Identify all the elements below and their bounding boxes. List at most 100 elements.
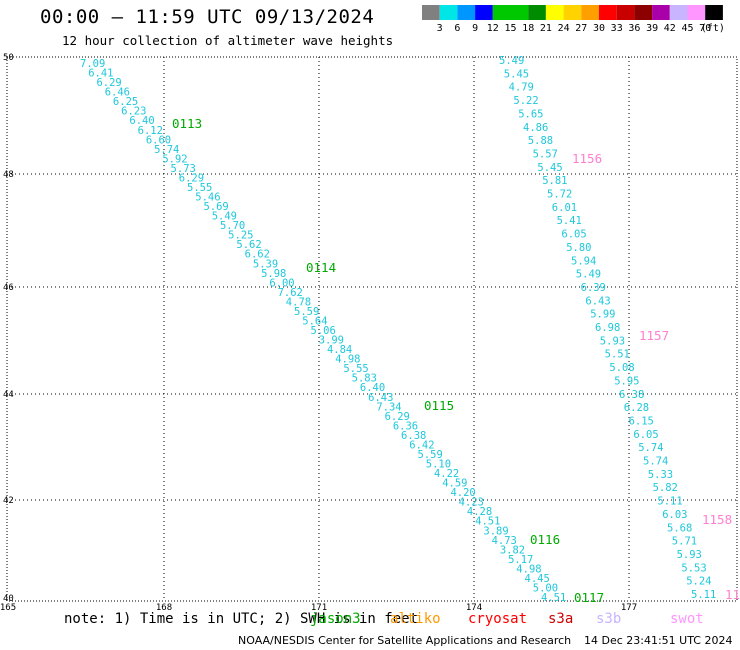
wave-height-label: 5.94 — [571, 255, 596, 267]
colorbar-unit: (ft) — [701, 23, 725, 34]
longitude-tick-label: 174 — [466, 603, 482, 613]
pass-number-label: 0117 — [574, 590, 604, 605]
wave-height-label: 6.12 — [138, 125, 163, 137]
wave-height-label: 5.08 — [609, 362, 634, 374]
wave-height-label: 5.74 — [154, 144, 179, 156]
wave-height-label: 5.24 — [686, 576, 711, 588]
colorbar-swatch — [687, 5, 706, 20]
wave-height-label: 4.22 — [434, 468, 459, 480]
wave-height-label: 6.38 — [401, 430, 426, 442]
wave-height-label: 6.03 — [662, 509, 687, 521]
wave-height-label: 5.65 — [518, 108, 543, 120]
colorbar-swatch — [669, 5, 688, 20]
pass-number-label: 0115 — [424, 398, 454, 413]
latitude-tick-label: 46 — [3, 283, 14, 293]
colorbar-label: 70 — [699, 23, 711, 34]
pass-number-label: 0114 — [306, 260, 336, 275]
wave-height-label: 5.49 — [212, 211, 237, 223]
wave-height-label: 6.43 — [585, 295, 610, 307]
wave-height-label: 5.10 — [426, 459, 451, 471]
colorbar-label: 27 — [575, 23, 587, 34]
latitude-tick-label: 42 — [3, 496, 14, 506]
colorbar-label: 9 — [472, 23, 478, 34]
wave-height-label: 5.59 — [294, 306, 319, 318]
wave-height-label: 5.55 — [343, 363, 368, 375]
wave-height-label: 5.51 — [605, 349, 630, 361]
wave-height-label: 6.29 — [179, 172, 204, 184]
wave-height-label: 6.42 — [409, 439, 434, 451]
wave-height-label: 6.62 — [245, 249, 270, 261]
wave-height-label: 6.38 — [619, 389, 644, 401]
wave-height-label: 5.11 — [657, 496, 682, 508]
wave-height-label: 5.82 — [653, 482, 678, 494]
wave-height-label: 5.39 — [253, 258, 278, 270]
satellite-s3b: s3b — [596, 611, 622, 627]
colorbar-label: 45 — [681, 23, 693, 34]
footnote: note: 1) Time is in UTC; 2) SWH is in fe… — [64, 611, 419, 627]
wave-height-label: 4.28 — [467, 506, 492, 518]
wave-height-label: 6.39 — [581, 282, 606, 294]
satellite-jason3: jason3 — [310, 611, 361, 627]
wave-height-label: 6.43 — [368, 392, 393, 404]
pass-number-label: 1156 — [572, 151, 602, 166]
latitude-tick-label: 40 — [3, 594, 14, 604]
wave-height-label: 6.29 — [96, 77, 121, 89]
wave-height-label: 4.51 — [541, 592, 566, 604]
wave-height-label: 5.74 — [638, 442, 663, 454]
axis-tick-labels: 165 168 171 174 177 50 48 46 44 42 40 — [0, 53, 637, 613]
wave-height-label: 4.98 — [516, 563, 541, 575]
wave-height-label: 4.45 — [525, 573, 550, 585]
wave-height-label: 5.49 — [576, 269, 601, 281]
wave-height-label: 5.71 — [672, 536, 697, 548]
wave-height-label: 5.68 — [667, 522, 692, 534]
wave-height-label: 6.60 — [146, 134, 171, 146]
satellite-s3a: s3a — [548, 611, 574, 627]
wave-height-label: 5.62 — [236, 239, 261, 251]
colorbar-swatch — [475, 5, 493, 20]
colorbar-legend: 3 6 9 12 15 18 21 24 27 30 33 36 39 42 45 70(ft) — [422, 5, 725, 34]
wave-height-label: 7.62 — [278, 287, 303, 299]
wave-height-label: 5.70 — [220, 220, 245, 232]
wave-height-label: 5.53 — [681, 562, 706, 574]
colorbar-swatch — [545, 5, 564, 20]
wave-height-label: 3.99 — [319, 335, 344, 347]
wave-height-label: 5.17 — [508, 554, 533, 566]
satellite-cryosat: cryosat — [468, 611, 528, 627]
wave-height-label: 4.59 — [442, 478, 467, 490]
wave-height-label: 5.98 — [261, 268, 286, 280]
satellite-swot: swot — [670, 611, 704, 627]
wave-height-label: 7.09 — [80, 58, 105, 70]
colorbar-label: 6 — [454, 23, 460, 34]
colorbar-label: 15 — [504, 23, 516, 34]
wave-height-label: 6.28 — [624, 402, 649, 414]
colorbar-swatch — [563, 5, 582, 20]
wave-height-label: 5.59 — [418, 449, 443, 461]
wave-height-label: 5.06 — [311, 325, 336, 337]
wave-height-label: 5.49 — [499, 55, 524, 67]
colorbar-swatch — [528, 5, 546, 20]
map-frame — [6, 56, 738, 602]
wave-height-label: 4.23 — [459, 497, 484, 509]
wave-height-label: 6.40 — [360, 382, 385, 394]
wave-height-label: 5.81 — [542, 175, 567, 187]
wave-height-label: 6.15 — [629, 415, 654, 427]
colorbar-swatch — [581, 5, 599, 20]
pass-number-label: 0116 — [530, 532, 560, 547]
longitude-tick-label: 165 — [0, 603, 16, 613]
colorbar-swatch — [634, 5, 653, 20]
latitude-tick-label: 44 — [3, 390, 14, 400]
colorbar-label: 33 — [611, 23, 623, 34]
wave-height-label: 5.46 — [195, 192, 220, 204]
wave-height-label: 6.41 — [88, 68, 113, 80]
longitude-tick-label: 168 — [156, 603, 172, 613]
colorbar-swatches — [422, 5, 723, 20]
wave-height-label: 4.73 — [492, 535, 517, 547]
colorbar-swatch — [492, 5, 511, 20]
wave-height-label: 6.05 — [633, 429, 658, 441]
altimeter-tracks: 7.096.416.296.466.256.236.406.126.605.74… — [80, 55, 740, 605]
wave-height-label: 5.83 — [352, 373, 377, 385]
wave-height-label: 5.93 — [677, 549, 702, 561]
wave-height-label: 5.45 — [537, 162, 562, 174]
colorbar-swatch — [510, 5, 529, 20]
